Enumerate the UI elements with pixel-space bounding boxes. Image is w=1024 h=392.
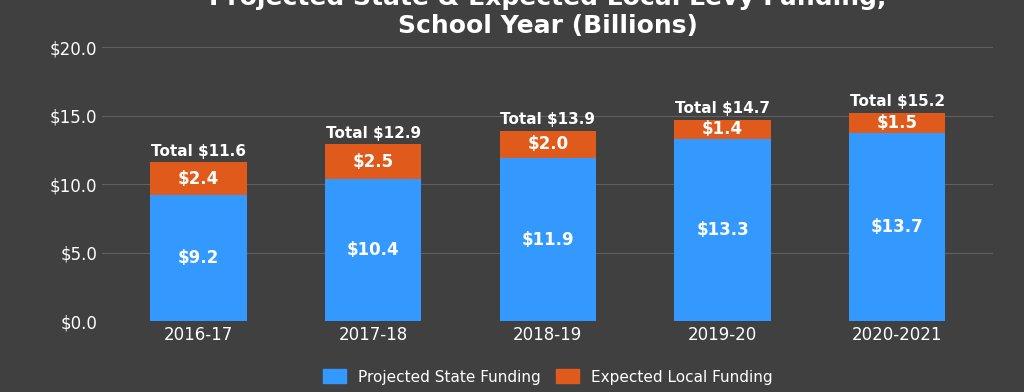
Text: $2.4: $2.4 bbox=[178, 170, 219, 188]
Bar bbox=[849, 133, 945, 321]
Text: $1.4: $1.4 bbox=[702, 120, 743, 138]
Bar bbox=[675, 139, 771, 321]
Text: Total $15.2: Total $15.2 bbox=[850, 94, 945, 109]
Bar bbox=[326, 179, 421, 321]
Bar bbox=[500, 158, 596, 321]
Bar bbox=[151, 195, 247, 321]
Text: $10.4: $10.4 bbox=[347, 241, 399, 259]
Text: Total $12.9: Total $12.9 bbox=[326, 126, 421, 141]
Text: $13.3: $13.3 bbox=[696, 221, 749, 239]
Bar bbox=[849, 113, 945, 133]
Bar bbox=[326, 145, 421, 179]
Text: Total $14.7: Total $14.7 bbox=[675, 101, 770, 116]
Bar bbox=[151, 162, 247, 195]
Bar bbox=[500, 131, 596, 158]
Text: $2.0: $2.0 bbox=[527, 136, 568, 153]
Legend: Projected State Funding, Expected Local Funding: Projected State Funding, Expected Local … bbox=[316, 363, 779, 391]
Title: Projected State & Expected Local Levy Funding,
School Year (Billions): Projected State & Expected Local Levy Fu… bbox=[209, 0, 887, 38]
Bar bbox=[675, 120, 771, 139]
Text: $1.5: $1.5 bbox=[877, 114, 918, 132]
Text: $2.5: $2.5 bbox=[352, 152, 393, 171]
Text: $9.2: $9.2 bbox=[178, 249, 219, 267]
Text: Total $11.6: Total $11.6 bbox=[151, 144, 246, 159]
Text: $13.7: $13.7 bbox=[870, 218, 924, 236]
Text: Total $13.9: Total $13.9 bbox=[501, 112, 595, 127]
Text: $11.9: $11.9 bbox=[521, 231, 574, 249]
